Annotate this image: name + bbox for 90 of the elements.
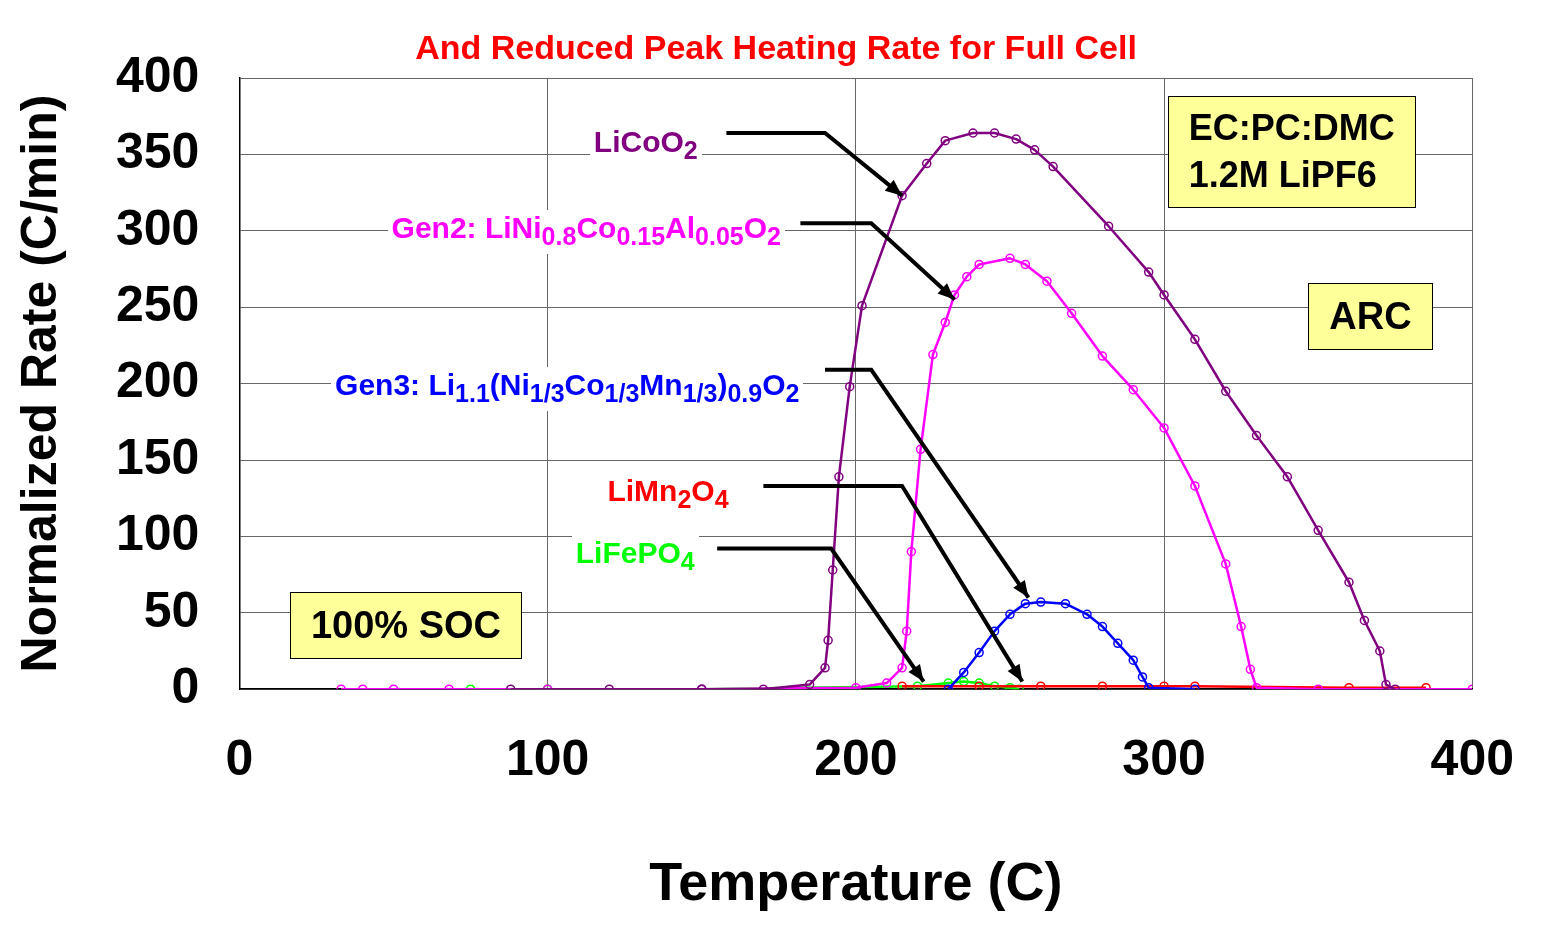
point [1381,679,1391,690]
point [940,135,950,146]
point [1097,351,1108,361]
point [906,546,917,557]
point [1159,423,1169,433]
point [1029,145,1040,155]
point [1082,609,1092,620]
point [989,681,1000,690]
point [1011,134,1021,144]
point [1220,559,1231,569]
point [1066,308,1077,319]
point [1020,259,1031,270]
point [851,682,861,690]
y-tick-label: 150 [115,428,200,485]
point [968,128,978,138]
y-tick-label: 350 [115,123,200,180]
point [940,317,950,328]
point [897,663,907,673]
point [1236,621,1246,632]
point [827,565,838,575]
point [804,679,815,690]
x-tick-label: 200 [814,729,898,786]
y-tick-label: 50 [143,581,200,638]
point [844,381,855,392]
annotation: 100% SOC [289,591,523,660]
point [974,259,984,270]
point [1042,276,1052,286]
x-tick-label: 300 [1122,729,1206,786]
point [1344,577,1354,587]
y-tick-label: 300 [115,199,200,256]
point [820,663,830,673]
point [1143,682,1154,690]
y-tick-label: 0 [171,657,200,714]
point [1137,672,1148,682]
point [1128,384,1138,395]
annotation: EC:PC:DMC 1.2M LiPF6 [1167,96,1416,208]
point [823,635,833,646]
point [915,444,926,455]
point [1159,290,1169,300]
point [1143,267,1154,277]
point [989,128,1000,138]
annotation: ARC [1308,282,1433,351]
point [901,626,912,636]
text: Gen3: Li$_{1.1}$(Ni$_{1/3}$Co$_{1/3}$Mn$_{1/3}$)$_{0.9}$O$_{2}$ [335,368,800,408]
point [1103,221,1114,231]
point [1190,334,1200,345]
point [1036,597,1046,607]
point [1020,598,1031,609]
point [834,472,844,482]
point [1251,430,1262,441]
y-tick-label: 200 [115,352,200,409]
y-tick-label: 250 [115,275,200,332]
point [928,349,938,360]
point [1097,621,1108,632]
text: LiCoO$_{2}$ [589,124,702,169]
point [897,681,907,690]
text: LiFePO$_{4}$ [571,535,699,580]
x-tick-label: 0 [225,729,254,786]
point [922,158,932,169]
point [912,681,923,690]
x-tick-label: 100 [505,729,590,786]
point [1113,638,1123,649]
point [1048,161,1058,172]
point [857,300,867,311]
point [1313,525,1323,536]
point [1005,609,1015,620]
point [1060,598,1071,609]
text: LiMn$_{2}$O$_{4}$ [603,472,733,517]
point [1097,681,1108,690]
point [1036,681,1046,690]
chart-title: And Reduced Peak Heating Rate for Full Cell [415,27,1137,66]
point [1359,615,1370,626]
x-axis-title: Temperature (C) [649,851,1063,912]
point [958,667,969,678]
point [1128,655,1138,665]
point [974,647,984,658]
y-axis-title: Normalized Rate (C/min) [10,94,67,673]
point [962,271,972,282]
x-tick-label: 400 [1430,729,1515,786]
y-tick-label: 100 [115,505,200,562]
text: Gen2: LiNi$_{0.8}$Co$_{0.15}$Al$_{0.05}$O$_{2}$ [387,209,785,254]
point [1375,646,1385,656]
point [881,678,892,688]
point [1005,253,1015,264]
point [897,190,907,201]
point [1282,472,1293,482]
point [1245,664,1256,675]
y-tick-label: 400 [115,46,200,103]
point [1220,386,1231,396]
point [1190,481,1200,491]
